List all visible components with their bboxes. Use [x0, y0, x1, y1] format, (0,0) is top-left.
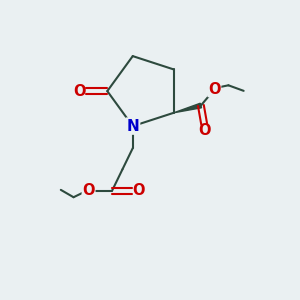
Text: N: N — [126, 118, 139, 134]
Polygon shape — [174, 103, 202, 113]
Text: O: O — [208, 82, 220, 97]
Text: O: O — [132, 183, 145, 198]
Text: O: O — [82, 183, 95, 198]
Text: O: O — [198, 123, 211, 138]
Text: O: O — [74, 84, 86, 99]
